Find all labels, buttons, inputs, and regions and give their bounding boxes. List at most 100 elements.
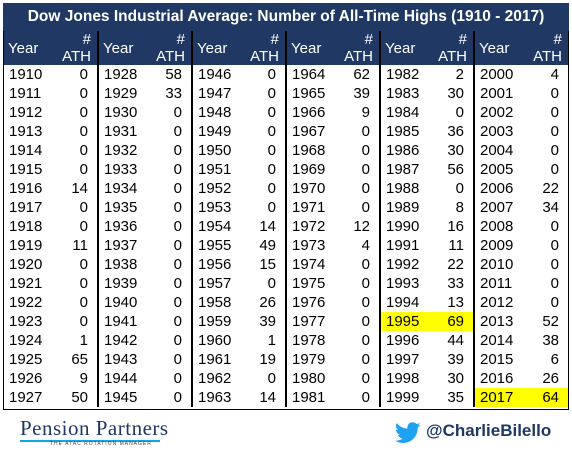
year-cell: 1932 bbox=[97, 141, 145, 160]
ath-count-cell: 15 bbox=[259, 256, 276, 273]
col-header-ath: # ATH bbox=[239, 31, 286, 65]
year-cell: 1911 bbox=[9, 85, 42, 102]
col-header-year: Year bbox=[191, 31, 239, 65]
ath-count-cell: 0 bbox=[173, 218, 182, 235]
year-cell: 1915 bbox=[9, 161, 43, 178]
year-cell: 1986 bbox=[379, 141, 427, 160]
year-cell: 1931 bbox=[97, 122, 145, 141]
table-row: 1915 0 1933 0 1951 0 1969 0 1987 56 2005 0 bbox=[4, 160, 568, 179]
ath-count-cell: 14 bbox=[71, 180, 88, 197]
col-header-year: Year bbox=[4, 31, 51, 65]
year-cell: 1992 bbox=[379, 255, 427, 274]
ath-count-cell: 1 bbox=[267, 332, 276, 349]
ath-count-cell: 0 bbox=[267, 142, 276, 159]
ath-count-cell: 16 bbox=[447, 218, 464, 235]
table-row: 1919 11 1937 0 1955 49 1973 4 1991 11 2009 0 bbox=[4, 236, 568, 255]
year-cell: 1982 bbox=[379, 65, 427, 84]
year-cell: 1994 bbox=[379, 293, 427, 312]
year-cell: 1974 bbox=[285, 255, 333, 274]
ath-count-cell: 35 bbox=[447, 389, 464, 406]
ath-count-cell: 0 bbox=[550, 256, 559, 273]
ath-count-cell: 0 bbox=[173, 294, 182, 311]
year-cell: 1944 bbox=[97, 369, 145, 388]
ath-count-cell: 30 bbox=[447, 142, 464, 159]
ath-count-cell: 0 bbox=[361, 256, 370, 273]
year-cell: 1961 bbox=[191, 350, 239, 369]
ath-count-cell: 2 bbox=[455, 66, 464, 83]
year-cell: 1918 bbox=[9, 218, 43, 235]
ath-count-cell: 12 bbox=[353, 218, 370, 235]
year-cell: 1989 bbox=[379, 198, 427, 217]
ath-count-cell: 0 bbox=[267, 104, 276, 121]
table-row: 1924 1 1942 0 1960 1 1978 0 1996 44 2014 38 bbox=[4, 331, 568, 350]
ath-count-cell: 36 bbox=[447, 123, 464, 140]
year-cell: 1997 bbox=[379, 350, 427, 369]
year-cell: 1954 bbox=[191, 217, 239, 236]
ath-count-cell: 0 bbox=[361, 161, 370, 178]
ath-count-cell: 39 bbox=[447, 351, 464, 368]
ath-count-cell: 0 bbox=[361, 180, 370, 197]
ath-count-cell: 0 bbox=[550, 218, 559, 235]
ath-count-cell: 0 bbox=[550, 294, 559, 311]
year-cell: 1960 bbox=[191, 331, 239, 350]
ath-count-cell: 0 bbox=[173, 256, 182, 273]
table-row: 1918 0 1936 0 1954 14 1972 12 1990 16 2008 0 bbox=[4, 217, 568, 236]
ath-count-cell: 38 bbox=[542, 332, 559, 349]
ath-count-cell: 6 bbox=[550, 351, 559, 368]
year-cell: 2003 bbox=[473, 122, 521, 141]
table-row: 1916 14 1934 0 1952 0 1970 0 1988 0 2006 22 bbox=[4, 179, 568, 198]
year-cell: 1998 bbox=[379, 369, 427, 388]
col-header-year: Year bbox=[97, 31, 145, 65]
col-header-year: Year bbox=[473, 31, 521, 65]
table-row: 1922 0 1940 0 1958 26 1976 0 1994 13 2012 0 bbox=[4, 293, 568, 312]
year-cell: 1917 bbox=[9, 199, 43, 216]
twitter-handle: @CharlieBilello bbox=[426, 421, 552, 440]
year-cell: 2002 bbox=[473, 103, 521, 122]
ath-count-cell: 0 bbox=[173, 180, 182, 197]
ath-count-cell: 14 bbox=[259, 389, 276, 406]
table-row: 1913 0 1931 0 1949 0 1967 0 1985 36 2003 0 bbox=[4, 122, 568, 141]
table-row: 1927 50 1945 0 1963 14 1981 0 1999 35 2017 64 bbox=[4, 388, 568, 407]
year-cell: 1962 bbox=[191, 369, 239, 388]
year-cell: 1928 bbox=[97, 65, 145, 84]
ath-count-cell: 0 bbox=[455, 104, 464, 121]
year-cell: 1977 bbox=[285, 312, 333, 331]
year-cell: 1930 bbox=[97, 103, 145, 122]
year-cell: 1939 bbox=[97, 274, 145, 293]
year-cell: 1942 bbox=[97, 331, 145, 350]
ath-count-cell: 0 bbox=[173, 142, 182, 159]
ath-count-cell: 0 bbox=[361, 142, 370, 159]
year-cell: 1993 bbox=[379, 274, 427, 293]
ath-count-cell: 0 bbox=[550, 275, 559, 292]
ath-count-cell: 0 bbox=[79, 123, 88, 140]
year-cell: 1995 bbox=[379, 312, 427, 331]
table-row: 1920 0 1938 0 1956 15 1974 0 1992 22 2010 0 bbox=[4, 255, 568, 274]
ath-count-cell: 0 bbox=[173, 370, 182, 387]
ath-count-cell: 0 bbox=[455, 180, 464, 197]
year-cell: 1943 bbox=[97, 350, 145, 369]
ath-count-cell: 0 bbox=[550, 123, 559, 140]
col-header-ath: # ATH bbox=[145, 31, 192, 65]
ath-count-cell: 0 bbox=[267, 180, 276, 197]
ath-count-cell: 0 bbox=[361, 351, 370, 368]
table-row: 1910 0 1928 58 1946 0 1964 62 1982 2 2000 4 bbox=[4, 65, 568, 84]
ath-count-cell: 33 bbox=[447, 275, 464, 292]
ath-count-cell: 0 bbox=[79, 256, 88, 273]
ath-count-cell: 0 bbox=[79, 313, 88, 330]
ath-count-cell: 0 bbox=[361, 370, 370, 387]
logo-tagline: THE ATAC ROTATION MANAGER bbox=[50, 441, 152, 447]
ath-count-cell: 9 bbox=[361, 104, 370, 121]
ath-count-cell: 50 bbox=[71, 389, 88, 406]
ath-count-cell: 33 bbox=[165, 85, 182, 102]
year-cell: 1978 bbox=[285, 331, 333, 350]
year-cell: 2001 bbox=[473, 84, 521, 103]
year-cell: 1980 bbox=[285, 369, 333, 388]
ath-count-cell: 0 bbox=[173, 237, 182, 254]
year-cell: 1920 bbox=[9, 256, 43, 273]
year-cell: 2000 bbox=[473, 65, 521, 84]
year-cell: 1916 bbox=[9, 180, 43, 197]
year-cell: 1956 bbox=[191, 255, 239, 274]
ath-count-cell: 0 bbox=[173, 389, 182, 406]
ath-count-cell: 49 bbox=[259, 237, 276, 254]
year-cell: 2010 bbox=[473, 255, 521, 274]
